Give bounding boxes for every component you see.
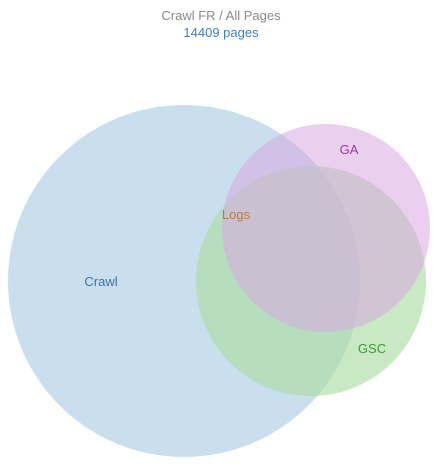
venn-label-crawl: Crawl [84, 274, 117, 289]
venn-label-logs: Logs [222, 207, 251, 222]
venn-label-gsc: GSC [358, 341, 386, 356]
chart-subtitle: 14409 pages [183, 25, 259, 40]
venn-circle-ga [222, 124, 430, 332]
venn-label-ga: GA [340, 142, 359, 157]
venn-circles [8, 105, 430, 457]
venn-labels: Crawl GSC GA Logs [84, 142, 386, 356]
chart-header: Crawl FR / All Pages 14409 pages [0, 7, 442, 42]
chart-title: Crawl FR / All Pages [161, 8, 281, 23]
